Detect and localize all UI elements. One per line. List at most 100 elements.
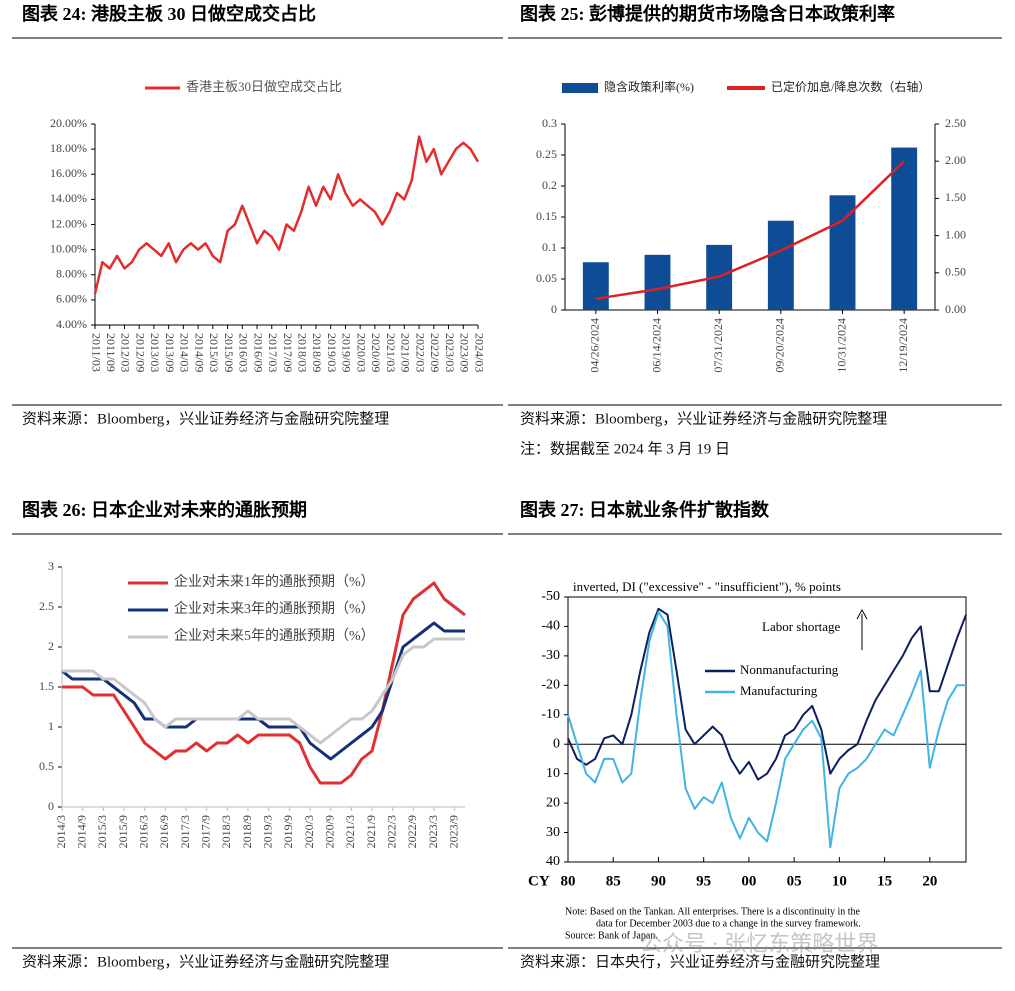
y-tick-label: 0.2 [542, 178, 557, 192]
x-tick-label: 12/19/2024 [896, 318, 910, 373]
x-tick-label: 2013/03 [148, 333, 162, 372]
series-line [62, 581, 466, 785]
bar [891, 147, 918, 310]
y-tick-label: 0.05 [536, 271, 557, 285]
note: 注：数据截至 2024 年 3 月 19 日 [520, 440, 730, 457]
series-line [567, 607, 967, 781]
panel-title: 图表 25: 彭博提供的期货市场隐含日本政策利率 [520, 3, 895, 24]
y2-tick-label: 1.00 [945, 227, 966, 241]
x-tick-label: 10 [832, 873, 847, 889]
x-tick-label: 09/20/2024 [773, 318, 787, 373]
y-tick-label: 0.3 [542, 116, 557, 130]
series-line [93, 135, 480, 294]
plot-frame [567, 596, 967, 863]
x-tick-label: 2022/09 [428, 333, 442, 372]
x-tick-label: 05 [787, 873, 802, 889]
y2-tick-label: 0.50 [945, 265, 966, 279]
panel-title: 图表 24: 港股主板 30 日做空成交占比 [22, 3, 316, 24]
panel-title: 图表 27: 日本就业条件扩散指数 [520, 499, 770, 520]
x-tick-label: 2019/3 [260, 815, 274, 848]
x-tick-label: 2018/09 [310, 333, 324, 372]
y-tick-label: -10 [541, 707, 560, 722]
legend-label: 香港主板30日做空成交占比 [186, 79, 342, 94]
y-tick-label: 4.00% [56, 317, 87, 331]
y-tick-label: -40 [541, 619, 560, 634]
x-tick-label: 2014/03 [178, 333, 192, 372]
x-tick-label: 2022/9 [405, 815, 419, 848]
x-tick-label: 80 [561, 873, 576, 889]
bar [829, 195, 856, 310]
x-tick-label: 2021/09 [399, 333, 413, 372]
y2-tick-label: 2.50 [945, 116, 966, 130]
x-tick-label: 04/26/2024 [588, 318, 602, 373]
x-tick-label: 2021/03 [384, 333, 398, 372]
x-tick-label: 15 [877, 873, 892, 889]
y-tick-label: 0.25 [536, 147, 557, 161]
y2-tick-label: 1.50 [945, 190, 966, 204]
footnote: Source: Bank of Japan. [565, 930, 658, 941]
x-tick-label: 2016/03 [237, 333, 251, 372]
y-tick-label: 20 [546, 795, 560, 810]
series-line [567, 610, 966, 849]
x-tick-label: 2021/9 [364, 815, 378, 848]
x-tick-label: 2021/3 [343, 815, 357, 848]
x-tick-label: 2014/09 [192, 333, 206, 372]
x-tick-label: 07/31/2024 [711, 318, 725, 373]
x-tick-label: 2017/3 [178, 815, 192, 848]
annotation: Labor shortage [762, 619, 841, 634]
y2-tick-label: 0.00 [945, 302, 966, 316]
y-tick-label: 3 [48, 559, 54, 573]
x-tick-label: 20 [922, 873, 937, 889]
x-axis-label: CY [528, 873, 550, 889]
x-tick-label: 2012/09 [133, 333, 147, 372]
x-tick-label: 2023/9 [446, 815, 460, 848]
y-tick-label: 1 [48, 719, 54, 733]
x-tick-label: 2022/03 [413, 333, 427, 372]
x-tick-label: 2017/03 [266, 333, 280, 372]
source: 资料来源：Bloomberg，兴业证券经济与金融研究院整理 [22, 409, 389, 427]
watermark: 公众号 · 张忆东策略世界 [640, 931, 878, 956]
x-tick-label: 2019/9 [281, 815, 295, 848]
x-tick-label: 2022/3 [384, 815, 398, 848]
y-tick-label: -30 [541, 648, 560, 663]
x-tick-label: 2019/03 [325, 333, 339, 372]
x-tick-label: 06/14/2024 [649, 318, 663, 373]
x-tick-label: 2018/03 [295, 333, 309, 372]
x-tick-label: 2023/03 [443, 333, 457, 372]
y-tick-label: 40 [546, 854, 560, 869]
arrow-head [856, 608, 868, 620]
panel-title: 图表 26: 日本企业对未来的通胀预期 [22, 499, 307, 520]
legend-label: Nonmanufacturing [740, 662, 839, 677]
x-tick-label: 2016/9 [157, 815, 171, 848]
x-tick-label: 2015/09 [222, 333, 236, 372]
x-tick-label: 2011/09 [104, 333, 118, 372]
footnote: Note: Based on the Tankan. All enterpris… [565, 906, 861, 917]
subtitle: inverted, DI ("excessive" - "insufficien… [573, 579, 841, 594]
x-tick-label: 2018/9 [240, 815, 254, 848]
y-tick-label: 30 [546, 825, 560, 840]
y-tick-label: 0 [48, 799, 54, 813]
x-tick-label: 2023/3 [426, 815, 440, 848]
source: 资料来源：日本央行，兴业证券经济与金融研究院整理 [520, 952, 880, 970]
y-tick-label: -50 [541, 589, 560, 604]
y-tick-label: 14.00% [50, 191, 87, 205]
y-tick-label: 6.00% [56, 292, 87, 306]
x-tick-label: 2024/03 [472, 333, 486, 372]
legend-label: 隐含政策利率(%) [604, 79, 694, 94]
x-tick-label: 2013/09 [163, 333, 177, 372]
x-tick-label: 2020/3 [302, 815, 316, 848]
y-tick-label: 16.00% [50, 166, 87, 180]
y-tick-label: 2.5 [39, 599, 54, 613]
series-line [595, 160, 906, 301]
x-tick-label: 2020/09 [369, 333, 383, 372]
legend-label: 企业对未来3年的通胀预期（%） [174, 600, 375, 617]
y-tick-label: 0 [551, 302, 557, 316]
y-tick-label: 20.00% [50, 116, 87, 130]
x-tick-label: 2017/9 [198, 815, 212, 848]
x-tick-label: 2015/03 [207, 333, 221, 372]
y-tick-label: 10.00% [50, 241, 87, 255]
x-tick-label: 2011/03 [89, 333, 103, 372]
bar [582, 262, 609, 310]
series-line [61, 621, 465, 761]
